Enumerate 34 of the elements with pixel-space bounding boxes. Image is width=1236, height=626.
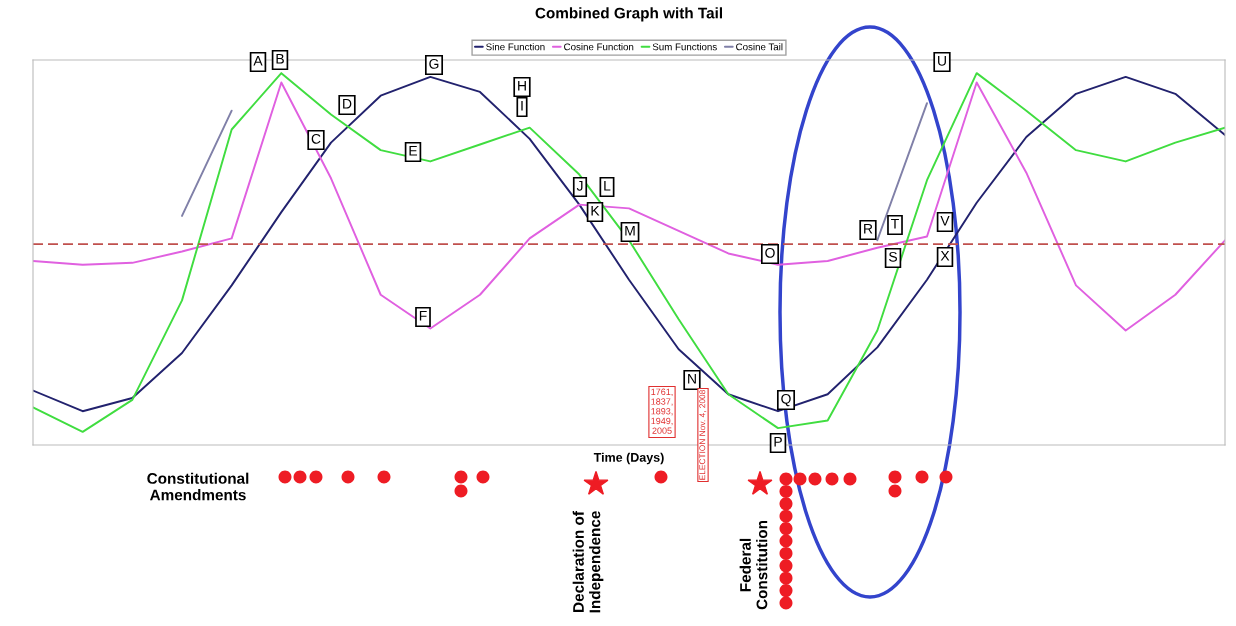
- text: Declaration of Independence: [572, 511, 604, 613]
- annotation: H: [518, 81, 526, 91]
- annotation: F: [419, 311, 427, 321]
- text: P: [774, 437, 782, 447]
- annotation: S: [889, 251, 897, 262]
- annotation: T: [891, 219, 899, 229]
- text: Constitutional Amendments: [147, 472, 249, 501]
- annotation: R: [864, 224, 873, 234]
- text: A: [253, 56, 263, 66]
- annotation: M: [625, 226, 635, 236]
- annotation: C: [311, 133, 321, 144]
- legend-label: Cosine Function: [564, 43, 634, 51]
- annotation: I: [521, 101, 523, 111]
- annotation: K: [591, 206, 600, 216]
- annotation: J: [576, 181, 583, 191]
- legend-label: Sine Function: [486, 43, 545, 51]
- annotation: E: [409, 146, 418, 156]
- text: Federal Constitution: [739, 520, 768, 610]
- annotation: V: [940, 216, 950, 226]
- annotation: L: [604, 181, 611, 191]
- legend-label: Sum Functions: [652, 43, 717, 51]
- annotation: D: [343, 99, 352, 109]
- text: B: [276, 54, 284, 64]
- text: U: [938, 56, 946, 66]
- annotation: ELECTION Nov. 4, 2008: [699, 390, 707, 480]
- text: G: [429, 58, 439, 69]
- legend-label: Cosine Tail: [736, 43, 783, 51]
- annotation: 1761, 1837, 1893, 1949, 2005: [651, 388, 673, 434]
- chart-title: Combined Graph with Tail: [535, 7, 722, 22]
- annotation: O: [765, 247, 775, 258]
- annotation: X: [940, 251, 950, 261]
- annotation: N: [688, 374, 696, 384]
- x-axis-title: Time (Days): [593, 452, 664, 465]
- annotation: Q: [781, 393, 791, 407]
